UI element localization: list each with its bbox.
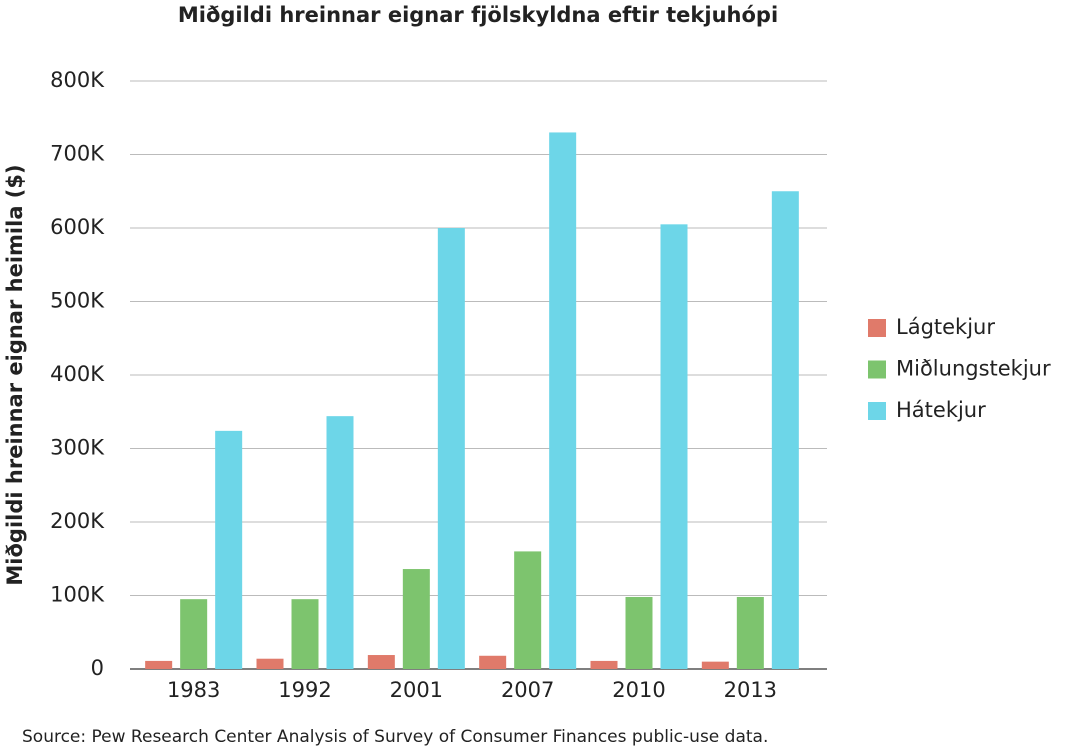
legend-swatch <box>868 319 886 337</box>
y-axis-label: Miðgildi hreinnar eignar heimila ($) <box>3 164 27 585</box>
y-tick-label: 200K <box>50 509 105 533</box>
bar <box>625 596 653 669</box>
x-tick-label: 2013 <box>724 678 777 702</box>
bar <box>437 228 465 669</box>
x-tick-label: 2010 <box>612 678 665 702</box>
y-tick-label: 0 <box>91 656 104 680</box>
bar <box>771 191 799 669</box>
y-tick-label: 700K <box>50 142 105 166</box>
bar <box>549 132 577 669</box>
legend-swatch <box>868 360 886 379</box>
bar <box>256 658 284 669</box>
bar <box>367 655 395 669</box>
legend-label: Hátekjur <box>896 398 986 422</box>
chart-title: Miðgildi hreinnar eignar fjölskyldna eft… <box>178 3 778 27</box>
bar <box>590 660 618 669</box>
x-tick-label: 1983 <box>167 678 220 702</box>
source-note: Source: Pew Research Center Analysis of … <box>22 727 768 747</box>
y-tick-label: 300K <box>50 436 105 460</box>
legend-swatch <box>868 402 886 420</box>
y-tick-label: 400K <box>50 362 105 386</box>
y-tick-label: 800K <box>50 68 105 92</box>
bar <box>180 599 208 669</box>
legend-label: Lágtekjur <box>896 315 995 339</box>
x-tick-label: 1992 <box>278 678 331 702</box>
bar <box>402 569 430 669</box>
bar <box>145 660 173 669</box>
y-tick-label: 500K <box>50 289 105 313</box>
legend-label: Miðlungstekjur <box>896 357 1051 381</box>
bar <box>514 551 542 669</box>
bar <box>736 596 764 669</box>
bar <box>479 655 507 669</box>
bar <box>326 416 354 669</box>
y-tick-label: 600K <box>50 215 105 239</box>
bar <box>701 661 729 669</box>
y-tick-label: 100K <box>50 583 105 607</box>
bar <box>660 224 688 669</box>
x-tick-label: 2001 <box>390 678 443 702</box>
bar <box>291 599 319 669</box>
x-tick-label: 2007 <box>501 678 554 702</box>
bar <box>215 430 243 669</box>
